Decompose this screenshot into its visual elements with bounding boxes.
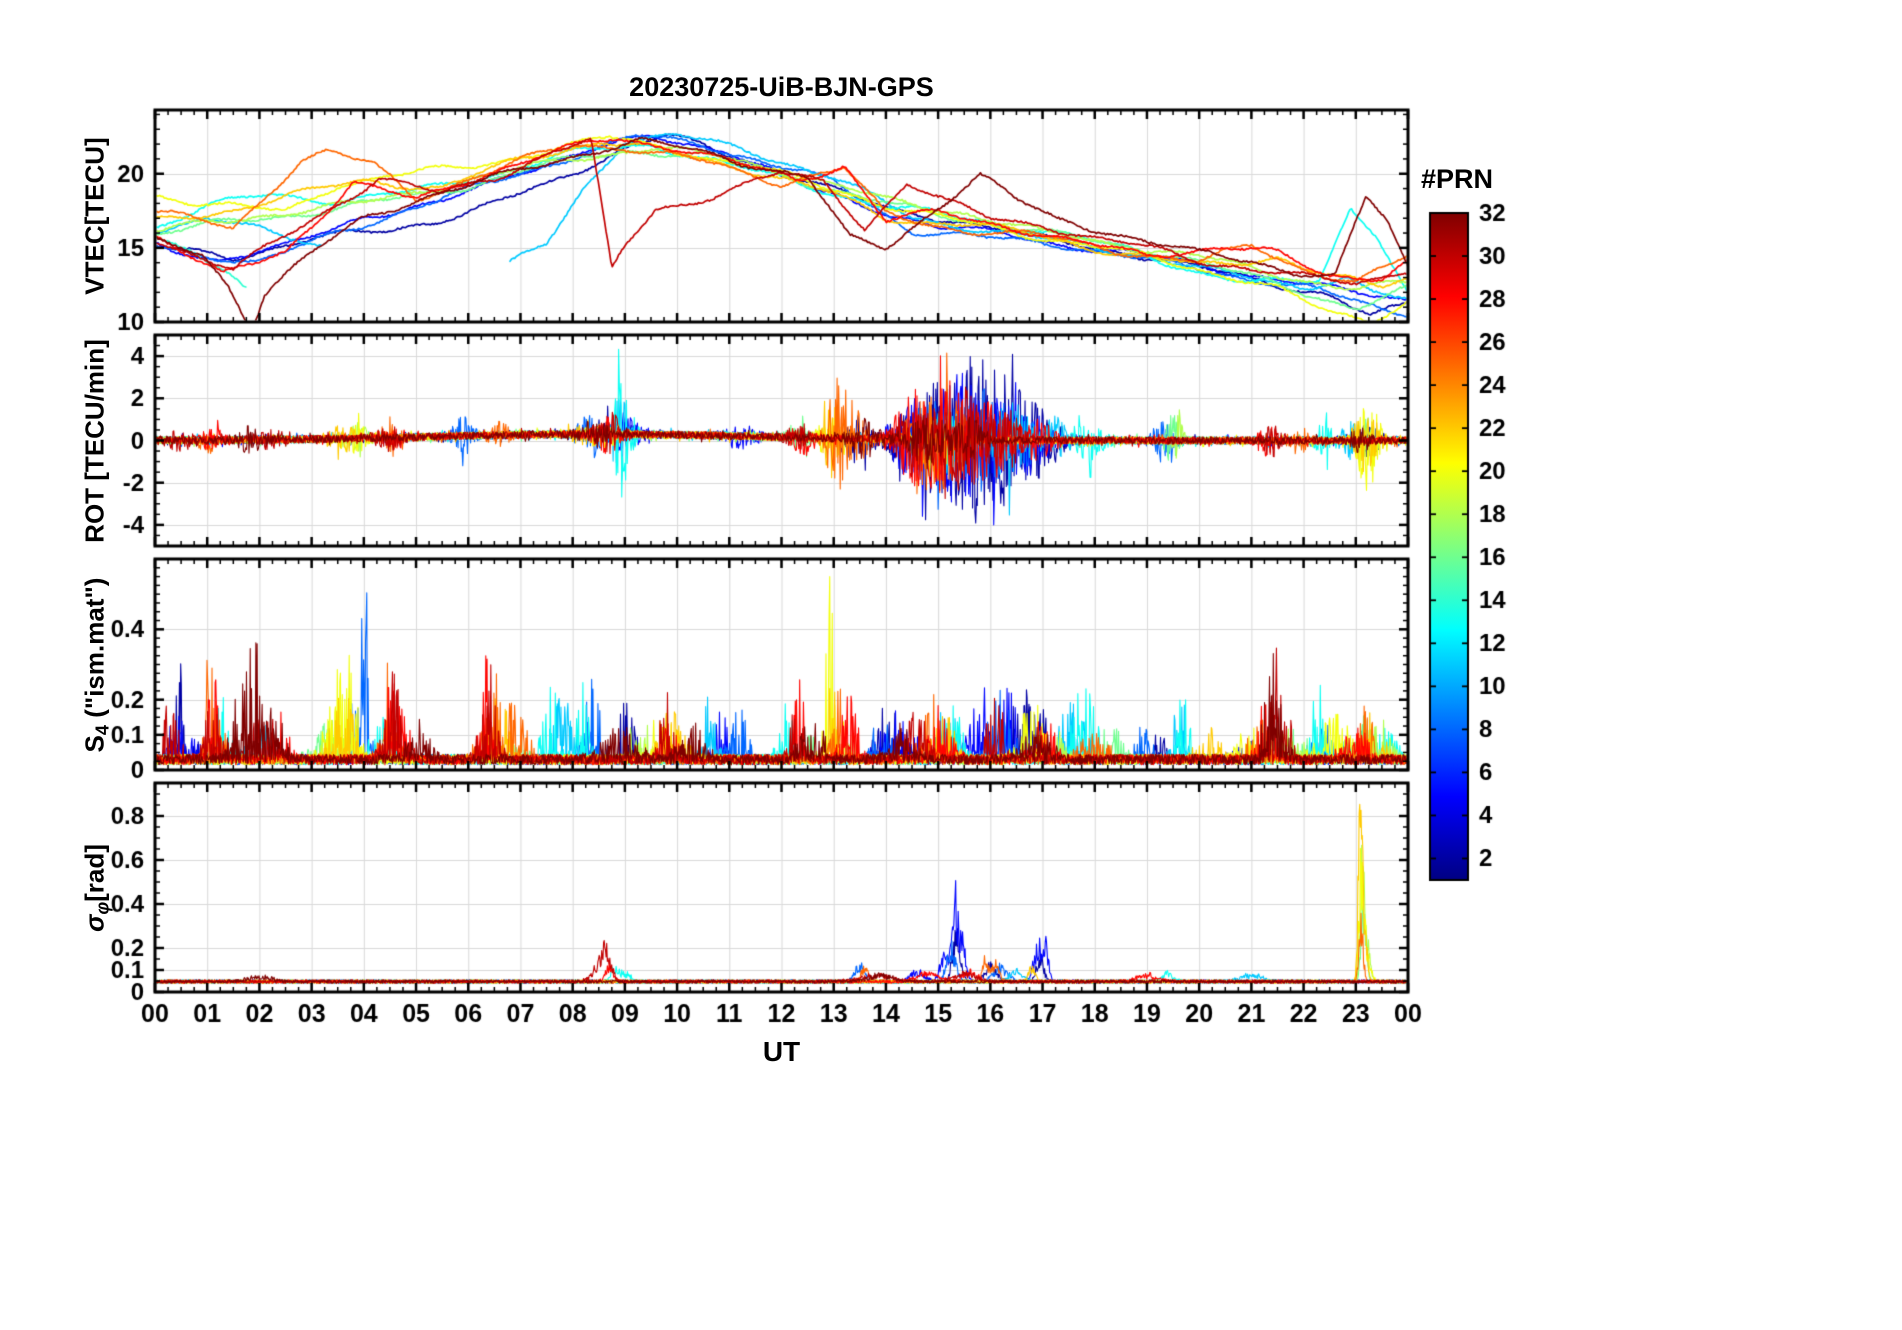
y-axis-label-s4-rest: ("ism.mat") (79, 577, 110, 725)
y-axis-label-s4-main: S (79, 734, 110, 752)
y-axis-label-sigma-phi: σφ[rad] (79, 843, 113, 932)
colorbar-title: #PRN (1420, 164, 1494, 194)
y-axis-label-sigma-rest: [rad] (79, 843, 110, 902)
y-axis-label-vtec: VTEC[TECU] (80, 137, 111, 294)
y-axis-label-s4-sub: 4 (92, 724, 113, 735)
x-axis-label: UT (762, 1036, 801, 1067)
chart-title: 20230725-UiB-BJN-GPS (629, 72, 934, 102)
y-axis-label-s4: S4 ("ism.mat") (79, 577, 113, 752)
y-axis-label-vtec-text: VTEC[TECU] (79, 137, 110, 295)
y-axis-label-sigma-sub: φ (92, 901, 113, 915)
y-axis-label-rot: ROT [TECU/min] (80, 339, 111, 543)
y-axis-label-rot-text: ROT [TECU/min] (79, 338, 110, 543)
y-axis-label-sigma-main: σ (79, 914, 110, 932)
